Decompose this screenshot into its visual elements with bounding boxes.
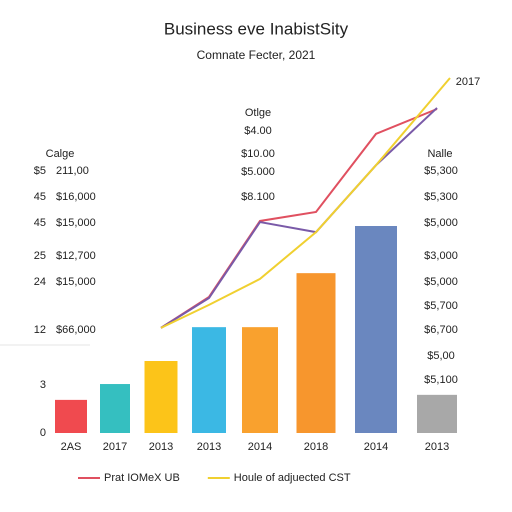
x-tick-label: 2018	[304, 441, 328, 453]
right-label: $5,300	[424, 165, 458, 177]
right-label: $5,700	[424, 300, 458, 312]
x-tick-label: 2AS	[61, 441, 82, 453]
right-label: $5,100	[424, 374, 458, 386]
left-label: 12	[34, 324, 46, 336]
right-label: $5,00	[427, 350, 455, 362]
x-tick-label: 2014	[248, 441, 272, 453]
left-label: $15,000	[56, 276, 96, 288]
left-label: $5	[34, 165, 46, 177]
bar	[192, 327, 226, 433]
x-tick-label: 2014	[364, 441, 388, 453]
x-tick-label: 2013	[149, 441, 173, 453]
annotation: $10.00	[241, 148, 275, 160]
x-tick-label: 2013	[197, 441, 221, 453]
left-label: 24	[34, 276, 46, 288]
annotation: 2017	[456, 76, 480, 88]
bar	[242, 327, 278, 433]
left-label: 25	[34, 250, 46, 262]
annotation: $8.100	[241, 191, 275, 203]
bar	[144, 361, 178, 433]
x-tick-label: 2013	[425, 441, 449, 453]
left-label: $66,000	[56, 324, 96, 336]
left-label: $15,000	[56, 217, 96, 229]
right-label: $5,300	[424, 191, 458, 203]
left-label: $12,700	[56, 250, 96, 262]
legend-label: Houle of adjuected CST	[234, 472, 351, 484]
line	[160, 77, 451, 329]
line	[160, 107, 438, 329]
bar	[355, 226, 397, 433]
annotation: Otlge	[245, 107, 271, 119]
annotation: $5.000	[241, 166, 275, 178]
bar	[100, 384, 130, 433]
right-label: $5,000	[424, 276, 458, 288]
right-label: $3,000	[424, 250, 458, 262]
bar	[417, 394, 457, 433]
left-label: 3	[40, 379, 46, 391]
bar	[296, 273, 336, 433]
annotation: $4.00	[244, 125, 272, 137]
bar	[55, 399, 87, 433]
left-label: 45	[34, 191, 46, 203]
right-label: $6,700	[424, 324, 458, 336]
left-label: $16,000	[56, 191, 96, 203]
legend-label: Prat IOMeX UB	[104, 472, 180, 484]
chart-subtitle: Comnate Fecter, 2021	[197, 48, 316, 62]
left-label: 0	[40, 427, 46, 439]
right-axis-title: Nalle	[427, 148, 452, 160]
left-label: 45	[34, 217, 46, 229]
chart-title: Business eve InabistSity	[164, 19, 349, 38]
right-label: $5,000	[424, 217, 458, 229]
left-label: 211,00	[56, 165, 89, 177]
left-axis-title: Calge	[46, 148, 75, 160]
x-tick-label: 2017	[103, 441, 127, 453]
